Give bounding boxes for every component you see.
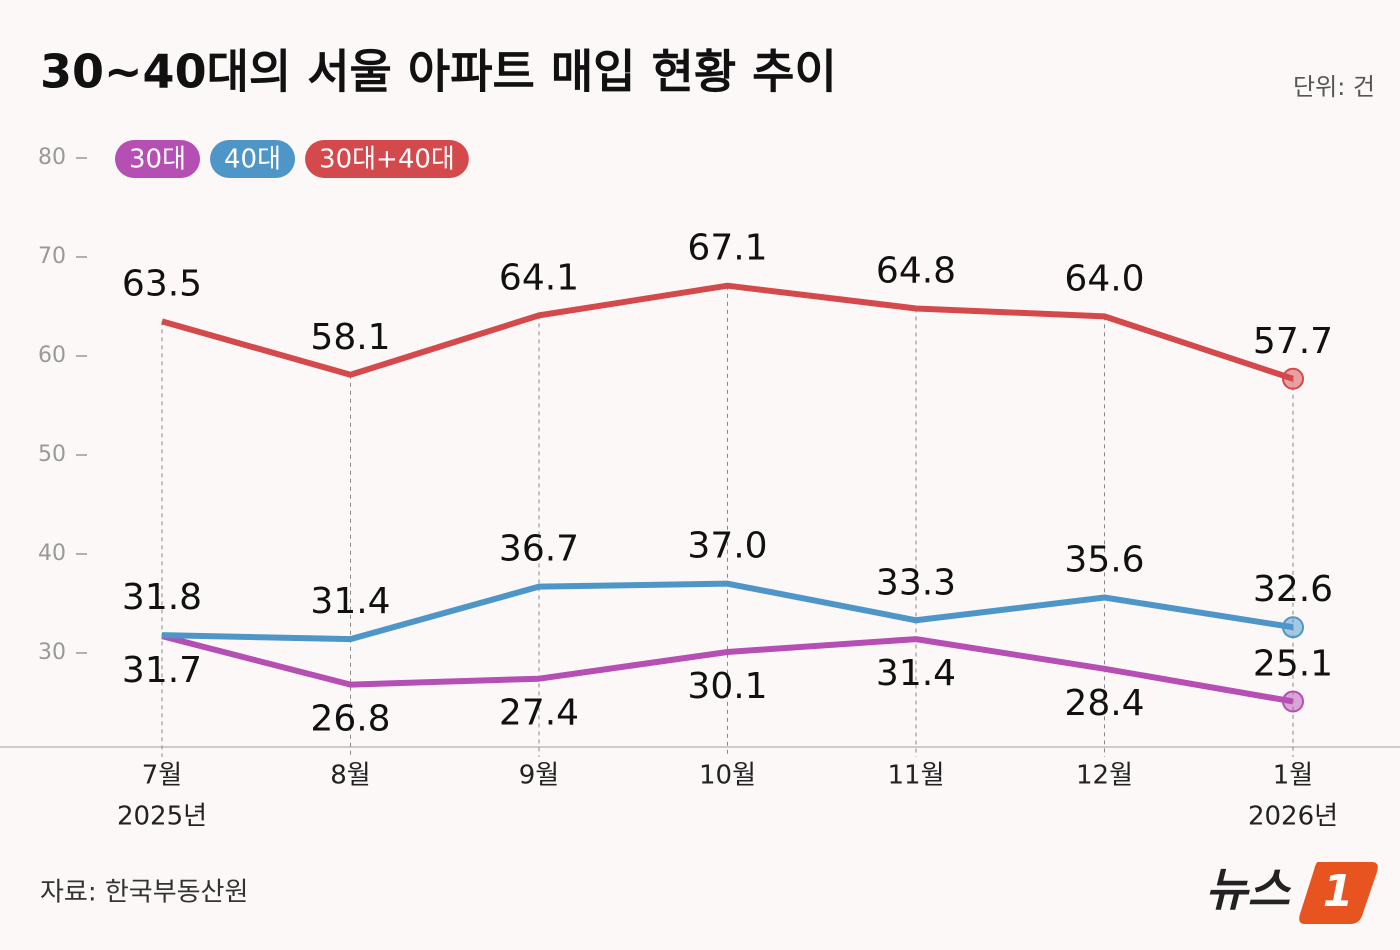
y-tick-label: 50 — [38, 442, 66, 467]
legend-label: 30대 — [129, 145, 186, 175]
data-label: 36.7 — [499, 529, 579, 570]
legend-item: 40대 — [210, 140, 296, 178]
logo-mark: 1 — [1323, 866, 1354, 917]
x-year-label: 2026년 — [1248, 802, 1338, 832]
legend-item: 30대+40대 — [305, 140, 469, 178]
data-label: 57.7 — [1253, 321, 1333, 362]
data-label: 35.6 — [1064, 540, 1144, 581]
data-label: 32.6 — [1253, 569, 1333, 610]
legend-label: 40대 — [224, 145, 281, 175]
x-tick-label: 12월 — [1076, 761, 1133, 791]
data-label: 33.3 — [876, 562, 956, 603]
data-label: 31.4 — [876, 653, 956, 694]
y-tick-label: 30 — [38, 640, 66, 665]
x-tick-label: 10월 — [699, 761, 756, 791]
legend-label: 30대+40대 — [319, 145, 455, 175]
end-point — [1282, 367, 1304, 390]
data-label: 31.7 — [122, 650, 202, 691]
data-label: 30.1 — [687, 666, 767, 707]
x-tick-label: 1월 — [1273, 761, 1313, 791]
x-tick-label: 8월 — [330, 761, 370, 791]
x-tick-label: 11월 — [887, 761, 944, 791]
logo: 뉴스 1 — [1205, 862, 1378, 924]
data-label: 37.0 — [687, 526, 767, 567]
legend-pill — [115, 140, 201, 178]
y-tick-label: 70 — [38, 244, 66, 269]
data-label: 64.8 — [876, 250, 956, 291]
source: 자료: 한국부동산원 — [40, 878, 248, 908]
y-tick-label: 40 — [38, 541, 66, 566]
unit-label: 단위: 건 — [1293, 73, 1375, 101]
data-label: 27.4 — [499, 693, 579, 734]
data-label: 58.1 — [310, 317, 390, 358]
legend-pill — [305, 140, 469, 178]
end-point — [1282, 616, 1304, 639]
data-label: 67.1 — [687, 228, 767, 269]
y-tick-label: 80 — [38, 145, 66, 170]
logo-text: 뉴스 — [1205, 863, 1291, 917]
chart-title: 30~40대의 서울 아파트 매입 현황 추이 — [40, 45, 837, 99]
data-label: 31.4 — [310, 581, 390, 622]
x-year-label: 2025년 — [117, 802, 207, 832]
data-label: 64.1 — [499, 257, 579, 298]
series-line — [161, 282, 1294, 382]
series-line — [161, 580, 1294, 643]
data-label: 31.8 — [122, 577, 202, 618]
data-label: 64.0 — [1064, 258, 1144, 299]
x-tick-label: 9월 — [519, 761, 559, 791]
end-point — [1282, 690, 1304, 713]
legend-item: 30대 — [115, 140, 201, 178]
data-label: 26.8 — [310, 699, 390, 740]
data-label: 63.5 — [122, 263, 202, 304]
legend-pill — [210, 140, 296, 178]
logo-badge — [1299, 862, 1378, 924]
y-tick-label: 60 — [38, 343, 66, 368]
data-label: 28.4 — [1064, 683, 1144, 724]
x-tick-label: 7월 — [142, 761, 182, 791]
series-line — [161, 633, 1294, 705]
data-label: 25.1 — [1253, 643, 1333, 684]
